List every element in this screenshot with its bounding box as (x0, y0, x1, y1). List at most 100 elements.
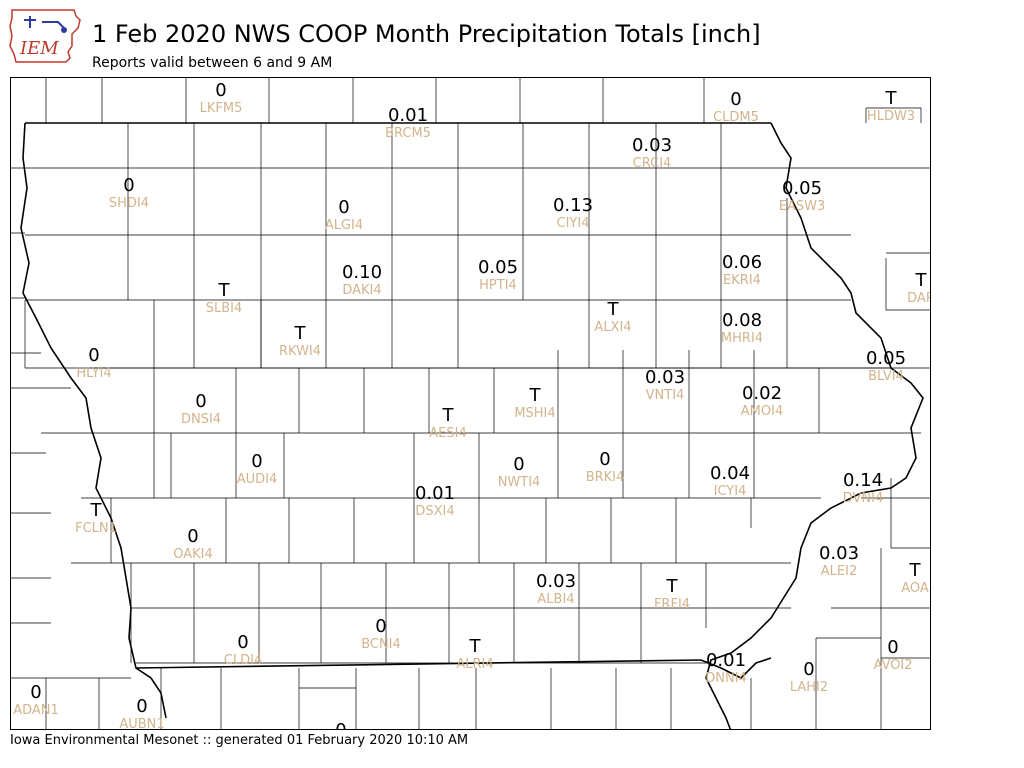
station-value: 0 (803, 659, 814, 680)
station-marker[interactable]: 0 (335, 720, 346, 730)
station-id-label: FCLN1 (75, 521, 117, 536)
station-id-label: DAR (907, 291, 931, 306)
station-marker[interactable]: TDAR (907, 270, 931, 306)
precipitation-map[interactable]: 0 LKFM5 0.01 BRCM5 0 CLDM5 T HLDW3 0.03 CRCI4 0 SHD… (10, 77, 931, 730)
station-value: 0.01 (706, 650, 746, 671)
station-id-label: DSXI4 (415, 504, 454, 519)
station-id-label: DNSI4 (181, 412, 221, 427)
station-value: 0 (30, 682, 41, 703)
footer-credit: Iowa Environmental Mesonet :: generated … (10, 733, 469, 748)
station-value: 0.03 (632, 135, 672, 156)
station-value: 0.03 (645, 367, 685, 388)
station-id-label: AVOI2 (873, 658, 912, 673)
station-value: 0 (887, 637, 898, 658)
station-id-label: DAKI4 (342, 283, 381, 298)
station-value: T (909, 560, 922, 581)
station-value: 0.01 (415, 483, 455, 504)
station-id-label: BCNI4 (361, 637, 401, 652)
station-id-label: ADAN1 (13, 703, 59, 718)
station-id-label: HPTI4 (479, 278, 517, 293)
station-value: 0 (136, 696, 147, 717)
station-value: 0 (599, 449, 610, 470)
header: IEM 1 Feb 2020 NWS COOP Month Precipitat… (0, 0, 1024, 76)
station-id-label: SLBI4 (206, 301, 243, 316)
station-value: T (90, 500, 103, 521)
county-boundaries (11, 78, 930, 729)
station-id-label: EASW3 (779, 199, 825, 214)
station-value: 0.03 (536, 571, 576, 592)
station-value: T (442, 405, 455, 426)
station-value: T (666, 576, 679, 597)
station-id-label: ALXI4 (594, 320, 631, 335)
station-value: 0.04 (710, 463, 750, 484)
station-id-label: CLDI4 (224, 653, 262, 668)
iem-logo: IEM (8, 6, 86, 66)
station-id-label: CRCI4 (633, 156, 672, 171)
station-id-label: SHDI4 (109, 196, 149, 211)
station-value: T (915, 270, 928, 291)
station-value: 0 (195, 391, 206, 412)
station-value: 0 (215, 80, 226, 101)
station-id-label: AESI4 (429, 426, 466, 441)
station-value: 0 (513, 454, 524, 475)
station-value: 0 (375, 616, 386, 637)
station-id-label: CIYI4 (557, 216, 590, 231)
station-value: 0 (187, 526, 198, 547)
station-value: T (607, 299, 620, 320)
station-value: 0 (335, 720, 346, 730)
logo-text: IEM (19, 38, 59, 59)
station-id-label: RKWI4 (279, 344, 321, 359)
station-id-label: OAKI4 (173, 547, 213, 562)
station-value: 0.05 (866, 348, 906, 369)
station-id-label: FRFI4 (654, 597, 690, 612)
station-id-label: HLYI4 (76, 366, 111, 381)
station-id-label: AUBN1 (119, 717, 164, 730)
map-subtitle: Reports valid between 6 and 9 AM (92, 55, 333, 71)
station-id-label: MSHI4 (514, 406, 555, 421)
